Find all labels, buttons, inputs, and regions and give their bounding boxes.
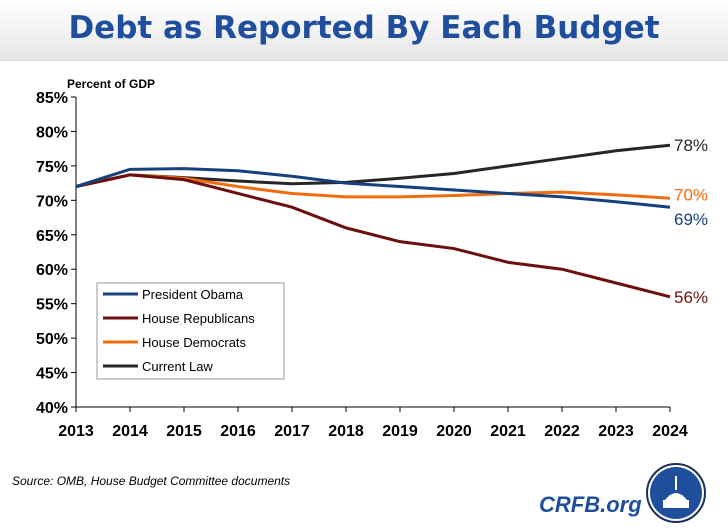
x-tick-label: 2015 bbox=[166, 423, 202, 440]
legend-label: President Obama bbox=[142, 287, 244, 302]
x-tick-label: 2022 bbox=[544, 423, 580, 440]
title-band bbox=[0, 0, 728, 61]
y-axis-label: Percent of GDP bbox=[67, 77, 155, 91]
x-tick-label: 2013 bbox=[58, 423, 94, 440]
capitol-logo-icon bbox=[646, 463, 706, 523]
y-tick-label: 40% bbox=[36, 400, 68, 417]
series-line-house-republicans bbox=[75, 173, 671, 299]
y-tick-label: 55% bbox=[36, 297, 68, 314]
end-label: 56% bbox=[674, 288, 708, 307]
legend-box bbox=[96, 282, 285, 380]
end-label: 69% bbox=[674, 210, 708, 229]
x-tick-label: 2020 bbox=[436, 423, 472, 440]
x-tick-label: 2017 bbox=[274, 423, 310, 440]
y-tick-label: 75% bbox=[36, 159, 68, 176]
y-tick-label: 45% bbox=[36, 366, 68, 383]
legend-label: House Republicans bbox=[142, 311, 255, 326]
brand-link[interactable]: CRFB.org bbox=[539, 492, 642, 517]
source-note: Source: OMB, House Budget Committee docu… bbox=[12, 474, 291, 488]
x-tick-label: 2023 bbox=[598, 423, 634, 440]
chart-title: Debt as Reported By Each Budget bbox=[68, 10, 660, 46]
x-tick-label: 2016 bbox=[220, 423, 256, 440]
legend-label: Current Law bbox=[142, 359, 213, 374]
y-tick-label: 80% bbox=[36, 124, 68, 141]
y-tick-label: 65% bbox=[36, 228, 68, 245]
series-line-current-law bbox=[75, 143, 671, 189]
y-tick-label: 70% bbox=[36, 193, 68, 210]
x-tick-label: 2014 bbox=[112, 423, 148, 440]
y-tick-label: 50% bbox=[36, 331, 68, 348]
series-line-president-obama bbox=[75, 167, 671, 209]
x-tick-label: 2024 bbox=[652, 423, 688, 440]
end-label: 78% bbox=[674, 136, 708, 155]
y-tick-label: 85% bbox=[36, 90, 68, 107]
x-tick-label: 2021 bbox=[490, 423, 526, 440]
x-tick-label: 2018 bbox=[328, 423, 364, 440]
y-tick-label: 60% bbox=[36, 262, 68, 279]
legend-label: House Democrats bbox=[142, 335, 247, 350]
x-tick-label: 2019 bbox=[382, 423, 418, 440]
end-label: 70% bbox=[674, 185, 708, 204]
